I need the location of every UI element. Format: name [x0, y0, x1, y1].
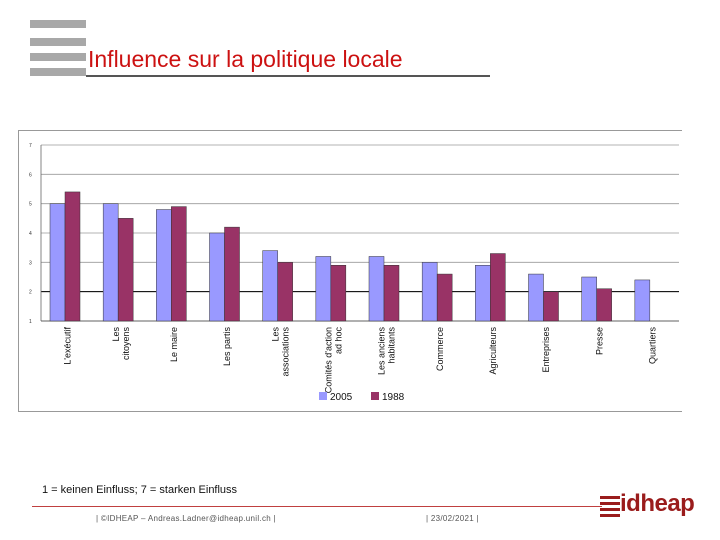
x-category-label: Les partis: [222, 327, 232, 367]
bar-2005: [634, 279, 651, 322]
x-category-label: Les ancienshabitants: [377, 327, 397, 376]
footer-contact: | ©IDHEAP – Andreas.Ladner@idheap.unil.c…: [96, 514, 276, 523]
y-tick-label: 1: [29, 319, 32, 325]
slide-title: Influence sur la politique locale: [88, 46, 403, 72]
x-category-label: L'exécutif: [63, 327, 73, 365]
bar-2005: [368, 256, 385, 322]
bar-2005: [421, 262, 438, 322]
bar-1988: [490, 253, 506, 322]
bar-1988: [117, 218, 134, 322]
x-category-label: Lescitoyens: [111, 327, 131, 361]
legend-label-2005: 2005: [330, 392, 353, 403]
x-category-label: Presse: [594, 327, 604, 355]
bar-2005: [209, 232, 225, 322]
bar-1988: [277, 262, 293, 322]
x-category-label: Commerce: [435, 327, 445, 371]
x-category-label: Le maire: [169, 327, 179, 362]
title-underline: [86, 75, 490, 77]
chart-frame: 1 2 3 4 5 6 7 L'exécutif Lescitoyens Le maire Les …: [18, 130, 682, 412]
bar-1988: [596, 288, 612, 322]
bar-2005: [102, 203, 119, 322]
bar-2005: [475, 265, 491, 322]
bar-2005: [49, 203, 66, 322]
bar-2005: [262, 250, 278, 322]
bar-1988: [330, 265, 347, 322]
legend-label-1988: 1988: [382, 392, 405, 403]
scale-footnote: 1 = keinen Einfluss; 7 = starken Einflus…: [42, 484, 238, 496]
y-tick-label: 6: [29, 172, 32, 178]
y-tick-label: 2: [29, 290, 32, 296]
x-category-label: Entreprises: [541, 327, 551, 373]
legend-swatch-2005: [319, 392, 327, 400]
bar-1988: [171, 206, 187, 322]
bar-2005: [156, 209, 172, 322]
bar-1988: [383, 265, 400, 322]
bar-2005: [581, 276, 597, 322]
decorative-bars: [30, 20, 86, 83]
footer-rule: [32, 506, 602, 507]
bar-1988: [436, 273, 453, 322]
x-category-label: Comités d'actionad hoc: [323, 327, 343, 394]
x-category-label: Quartiers: [647, 327, 657, 365]
footer-date: | 23/02/2021 |: [426, 514, 479, 523]
bar-2005: [315, 256, 332, 322]
logo-lines-icon: [600, 496, 620, 520]
x-category-label: Lesassociations: [270, 327, 290, 377]
legend-swatch-1988: [371, 392, 379, 400]
idheap-logo: idheap: [600, 490, 700, 522]
bar-1988: [224, 226, 240, 322]
x-category-label: Agriculteurs: [488, 327, 498, 375]
bar-1988: [543, 291, 559, 322]
bar-2005: [528, 273, 544, 322]
y-tick-label: 7: [29, 143, 32, 149]
bar-chart: 1 2 3 4 5 6 7 L'exécutif Lescitoyens Le maire Les …: [29, 143, 679, 403]
y-tick-label: 4: [29, 231, 32, 237]
logo-text: idheap: [620, 490, 695, 517]
y-tick-label: 5: [29, 202, 32, 208]
bar-1988: [64, 191, 81, 322]
y-tick-label: 3: [29, 260, 32, 266]
